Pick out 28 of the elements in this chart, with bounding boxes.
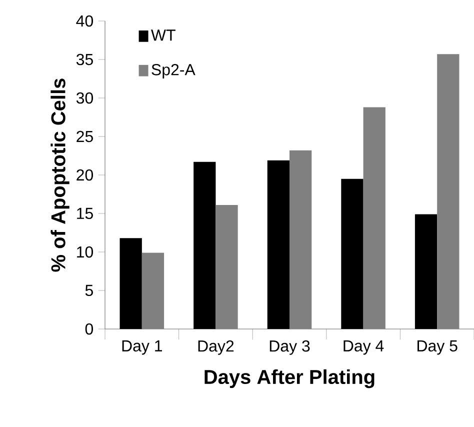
bar (437, 54, 460, 329)
legend-label: Sp2-A (152, 64, 196, 79)
x-tick-label: Day 4 (344, 340, 384, 355)
y-tick-label: 40 (76, 15, 94, 27)
bar (341, 178, 364, 329)
y-tick-label: 25 (76, 130, 93, 142)
x-tick-label: Day 5 (418, 340, 458, 355)
bar (216, 205, 238, 329)
y-axis-title: % of Apoptotic Cells (50, 78, 70, 272)
y-tick-label: 35 (76, 54, 93, 66)
bar (414, 214, 438, 329)
y-tick-label: 0 (85, 323, 94, 335)
bar (142, 252, 164, 329)
bar (120, 238, 142, 329)
bar (363, 107, 386, 329)
legend-label: WT (151, 30, 176, 41)
y-tick-label: 20 (76, 169, 94, 181)
y-tick-label: 15 (77, 208, 93, 220)
x-tick-label: Day 3 (270, 340, 310, 355)
bar (194, 162, 216, 329)
x-tick-label: Day 1 (122, 340, 162, 355)
y-tick-label: 10 (77, 246, 94, 258)
x-axis-title: Days After Plating (204, 369, 374, 388)
x-tick-label: Day2 (198, 340, 234, 355)
bar (267, 160, 290, 329)
y-tick-label: 5 (85, 284, 93, 296)
bar (290, 150, 312, 329)
y-tick-label: 30 (76, 92, 94, 104)
